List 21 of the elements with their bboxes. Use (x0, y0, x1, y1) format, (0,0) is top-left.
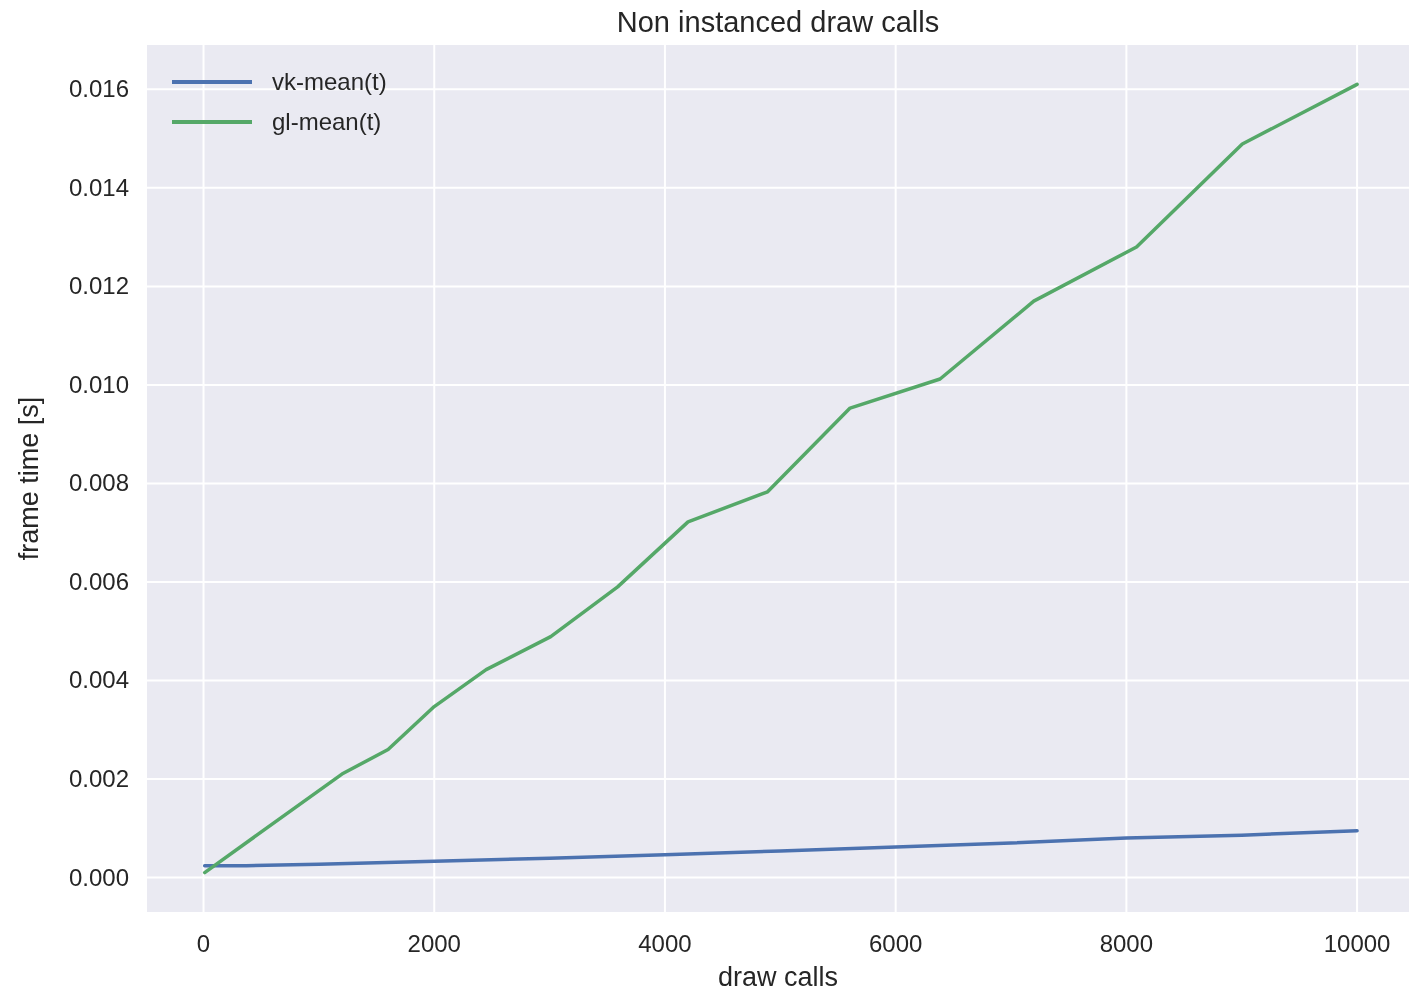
x-tick-label: 2000 (407, 930, 461, 957)
line-series (202, 828, 1359, 868)
chart-title: Non instanced draw calls (616, 6, 940, 38)
y-axis-title: frame time [s] (14, 396, 44, 561)
y-tick-label: 0.006 (68, 567, 129, 595)
x-tick-label: 6000 (868, 930, 923, 957)
y-tick-label: 0.010 (68, 370, 129, 398)
x-tick-label: 0 (196, 930, 211, 957)
y-tick-label: 0.008 (68, 469, 129, 497)
y-tick-label: 0.002 (68, 764, 129, 792)
x-tick-label: 8000 (1099, 930, 1154, 957)
y-tick-label: 0.004 (68, 666, 129, 694)
legend-label: vk-mean(t) (272, 68, 387, 95)
x-axis-title: draw calls (717, 962, 839, 992)
y-tick-label: 0.000 (68, 863, 129, 891)
x-tick-label: 4000 (638, 930, 692, 957)
y-tick-label: 0.016 (68, 75, 129, 103)
y-tick-label: 0.012 (68, 272, 129, 300)
x-tick-label: 10000 (1323, 930, 1391, 957)
legend-label: gl-mean(t) (272, 108, 382, 135)
y-tick-label: 0.014 (68, 173, 129, 201)
